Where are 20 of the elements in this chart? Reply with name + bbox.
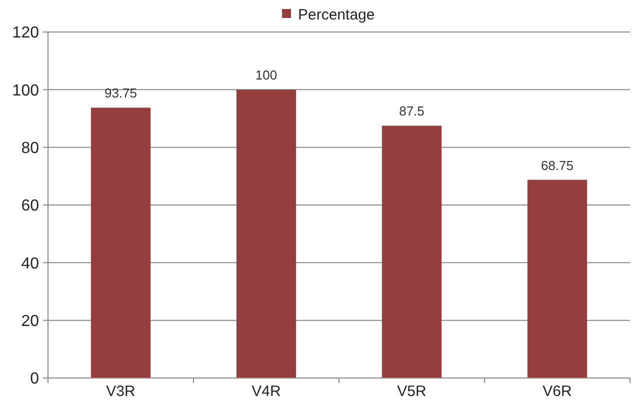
y-tick-label: 60 [21,198,40,215]
data-label: 87.5 [399,104,424,119]
y-tick-label: 100 [12,82,40,100]
data-label: 68.75 [540,158,574,173]
y-tick-label: 20 [21,312,40,330]
data-label: 100 [255,68,278,83]
y-tick-label: 0 [30,370,40,388]
legend-label: Percentage [298,6,375,24]
bar [382,126,442,378]
x-tick-label: V3R [106,383,136,400]
x-tick-label: V5R [397,383,427,400]
x-tick-label: V4R [252,383,282,400]
y-tick-label: 80 [21,140,40,157]
bar [527,180,588,378]
bar [90,108,151,378]
y-tick-label: 40 [21,255,40,272]
y-tick-label: 120 [12,24,40,42]
data-label: 93.75 [104,86,138,101]
x-tick-label: V6R [542,383,572,400]
bar [236,90,296,378]
